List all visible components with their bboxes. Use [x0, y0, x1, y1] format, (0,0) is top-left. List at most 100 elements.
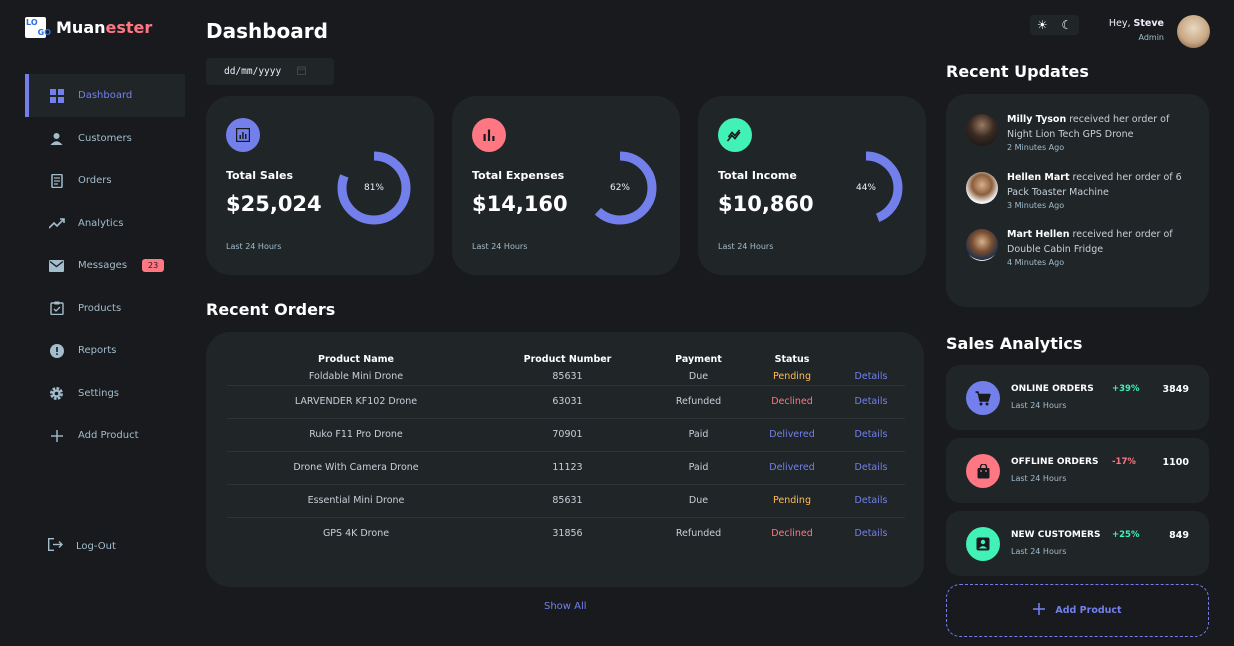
analytics-change: +39% [1112, 384, 1140, 394]
logo-text-bottom: GO [37, 27, 51, 37]
table-row: GPS 4K Drone 31856 Refunded Declined Details [227, 517, 905, 550]
page-title: Dashboard [206, 19, 328, 43]
sidebar-item-label: Reports [78, 345, 117, 357]
status-cell: Declined [771, 528, 813, 540]
sidebar-item-label: Dashboard [78, 90, 133, 101]
theme-toggle[interactable]: ☀ ☾ [1030, 15, 1079, 35]
analytics-name: OFFLINE ORDERS [1011, 457, 1099, 467]
table-row: Essential Mini Drone 85631 Due Pending Detai… [227, 484, 905, 518]
payment-cell: Due [650, 368, 747, 386]
product-name-cell: GPS 4K Drone [322, 528, 390, 540]
moon-icon[interactable]: ☾ [1061, 18, 1073, 32]
recent-orders-table: Product Name Product Number Payment Stat… [206, 332, 924, 587]
product-name-cell: Ruko F11 Pro Drone [227, 418, 485, 452]
column-header: Product Name [318, 354, 394, 365]
sun-icon[interactable]: ☀ [1036, 18, 1048, 32]
plus-icon [48, 427, 65, 444]
grid-icon [48, 87, 65, 104]
analytics-period: Last 24 Hours [1011, 474, 1067, 483]
product-number-cell: 11123 [485, 451, 650, 485]
status-cell: Pending [747, 484, 837, 518]
logout-button[interactable]: Log-Out [47, 537, 116, 554]
sidebar-item-orders[interactable]: Orders [25, 160, 185, 203]
brand-name: Muanester [56, 18, 152, 37]
logout-label: Log-Out [76, 540, 116, 552]
sidebar-item-reports[interactable]: Reports [25, 330, 185, 373]
details-link[interactable]: Details [837, 451, 905, 485]
sidebar-item-label: Analytics [78, 217, 124, 229]
status-cell: Declined [747, 385, 837, 419]
sidebar-item-customers[interactable]: Customers [25, 117, 185, 160]
insight-label: Total Sales [226, 169, 294, 182]
sidebar-item-label: Products [78, 302, 122, 314]
progress-percent: 81% [363, 183, 384, 193]
messages-count-badge: 23 [142, 259, 165, 273]
insight-period: Last 24 Hours [226, 242, 282, 251]
table-row: Drone With Camera Drone 11123 Paid Delivere… [227, 451, 905, 485]
person-icon [48, 130, 65, 147]
details-link[interactable]: Details [854, 528, 888, 540]
add-product-button[interactable]: Add Product [946, 584, 1209, 637]
analytics-value: 1100 [1162, 457, 1189, 468]
sidebar-nav: Dashboard Customers Orders Analytics Mes… [25, 74, 185, 457]
details-link[interactable]: Details [837, 385, 905, 419]
sidebar-item-messages[interactable]: Messages 23 [25, 245, 185, 288]
payment-cell: Refunded [650, 385, 747, 419]
details-link[interactable]: Details [837, 368, 905, 386]
analytics-value: 3849 [1162, 384, 1189, 395]
insight-label: Total Income [718, 169, 797, 182]
analytics-card-new-customers: NEW CUSTOMERS Last 24 Hours +25% 849 [946, 511, 1209, 576]
update-text: Mart Hellen received her order of Double… [1007, 227, 1196, 257]
sidebar-item-settings[interactable]: Settings [25, 372, 185, 415]
bag-icon [966, 454, 1000, 488]
sidebar-item-add-product[interactable]: Add Product [25, 415, 185, 458]
progress-percent: 44% [855, 183, 876, 193]
insight-label: Total Expenses [472, 169, 565, 182]
insight-card-sales: Total Sales $25,024 Last 24 Hours 81% [206, 96, 434, 275]
avatar [966, 229, 998, 261]
insight-card-income: Total Income $10,860 Last 24 Hours 44% [698, 96, 926, 275]
profile-info: Hey, Steve Admin [1109, 18, 1164, 42]
analytics-name: ONLINE ORDERS [1011, 384, 1094, 394]
gear-icon [48, 385, 65, 402]
receipt-icon [48, 172, 65, 189]
status-cell: Delivered [747, 451, 837, 485]
report-icon [48, 342, 65, 359]
insight-period: Last 24 Hours [718, 242, 774, 251]
table-header-row: Product Name Product Number Payment Stat… [227, 351, 905, 368]
table-row: Ruko F11 Pro Drone 70901 Paid Delivered Deta… [227, 418, 905, 452]
sidebar-item-analytics[interactable]: Analytics [25, 202, 185, 245]
avatar[interactable] [1177, 15, 1210, 48]
insight-period: Last 24 Hours [472, 242, 528, 251]
insight-value: $25,024 [226, 192, 322, 216]
mail-icon [48, 257, 65, 274]
person-icon [966, 527, 1000, 561]
analytics-card-offline-orders: OFFLINE ORDERS Last 24 Hours -17% 1100 [946, 438, 1209, 503]
stocks-icon [718, 118, 752, 152]
update-name: Hellen Mart [1007, 172, 1070, 183]
payment-cell: Paid [650, 451, 747, 485]
sidebar-item-dashboard[interactable]: Dashboard [25, 74, 185, 117]
analytics-change: -17% [1112, 457, 1136, 467]
details-link[interactable]: Details [837, 418, 905, 452]
profile-name: Steve [1133, 18, 1164, 29]
product-name-cell: LARVENDER KF102 Drone [227, 385, 485, 419]
show-all-link[interactable]: Show All [544, 601, 587, 612]
update-time: 2 Minutes Ago [1007, 143, 1065, 152]
calendar-icon[interactable] [297, 66, 307, 78]
date-input[interactable]: dd/mm/yyyy [206, 58, 334, 85]
update-name: Mart Hellen [1007, 229, 1070, 240]
brand-logo: LO GO Muanester [25, 17, 152, 38]
details-link[interactable]: Details [837, 484, 905, 518]
update-time: 4 Minutes Ago [1007, 258, 1065, 267]
sidebar-item-label: Settings [78, 387, 120, 399]
add-product-label: Add Product [1055, 605, 1122, 616]
analytics-period: Last 24 Hours [1011, 401, 1067, 410]
update-name: Milly Tyson [1007, 114, 1067, 125]
product-number-cell: 70901 [485, 418, 650, 452]
analytics-period: Last 24 Hours [1011, 547, 1067, 556]
trending-icon [48, 215, 65, 232]
payment-cell: Paid [650, 418, 747, 452]
sidebar-item-products[interactable]: Products [25, 287, 185, 330]
progress-ring: 81% [336, 150, 412, 226]
